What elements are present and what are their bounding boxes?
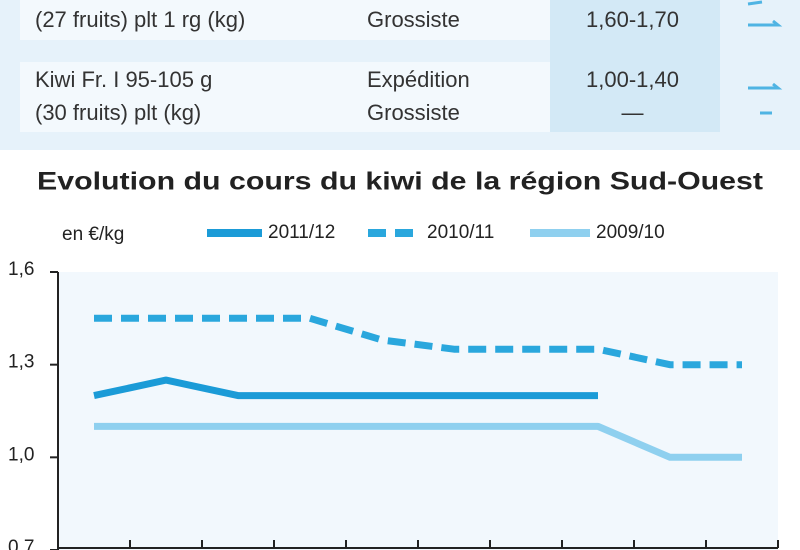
price: —: [621, 100, 644, 125]
price-table: (27 fruits) plt 1 rg (kg) Grossiste 1,60…: [0, 0, 800, 150]
trend-arrows: [747, 0, 783, 115]
row-bg: [20, 0, 550, 40]
y-tick-label: 1,0: [8, 444, 34, 465]
y-tick-label: 0,7: [8, 537, 34, 550]
legend-label: 2011/12: [268, 222, 335, 243]
plot-area: [58, 272, 778, 550]
stage: Expédition: [367, 67, 470, 92]
price: 1,00-1,40: [586, 67, 679, 92]
chart-title: Evolution du cours du kiwi de la région …: [37, 168, 764, 196]
legend-label: 2009/10: [596, 222, 665, 243]
y-tick-label: 1,3: [8, 352, 34, 373]
row-bg: [20, 62, 550, 132]
price: 1,60-1,70: [586, 7, 679, 32]
product: Kiwi Fr. I 95-105 g: [35, 67, 213, 92]
stage: Grossiste: [367, 100, 460, 125]
legend: 2011/12 2010/11 2009/10: [207, 222, 665, 243]
y-axis-label: en €/kg: [62, 224, 124, 245]
series-line: [94, 422, 742, 461]
legend-label: 2010/11: [427, 222, 494, 243]
series-line: [93, 376, 598, 400]
product: (30 fruits) plt (kg): [35, 100, 202, 125]
price-column: [550, 0, 720, 132]
y-tick-label: 1,6: [8, 259, 34, 280]
stage: Grossiste: [367, 7, 460, 32]
product: (27 fruits) plt 1 rg (kg): [35, 7, 246, 32]
series-line: [94, 314, 742, 369]
